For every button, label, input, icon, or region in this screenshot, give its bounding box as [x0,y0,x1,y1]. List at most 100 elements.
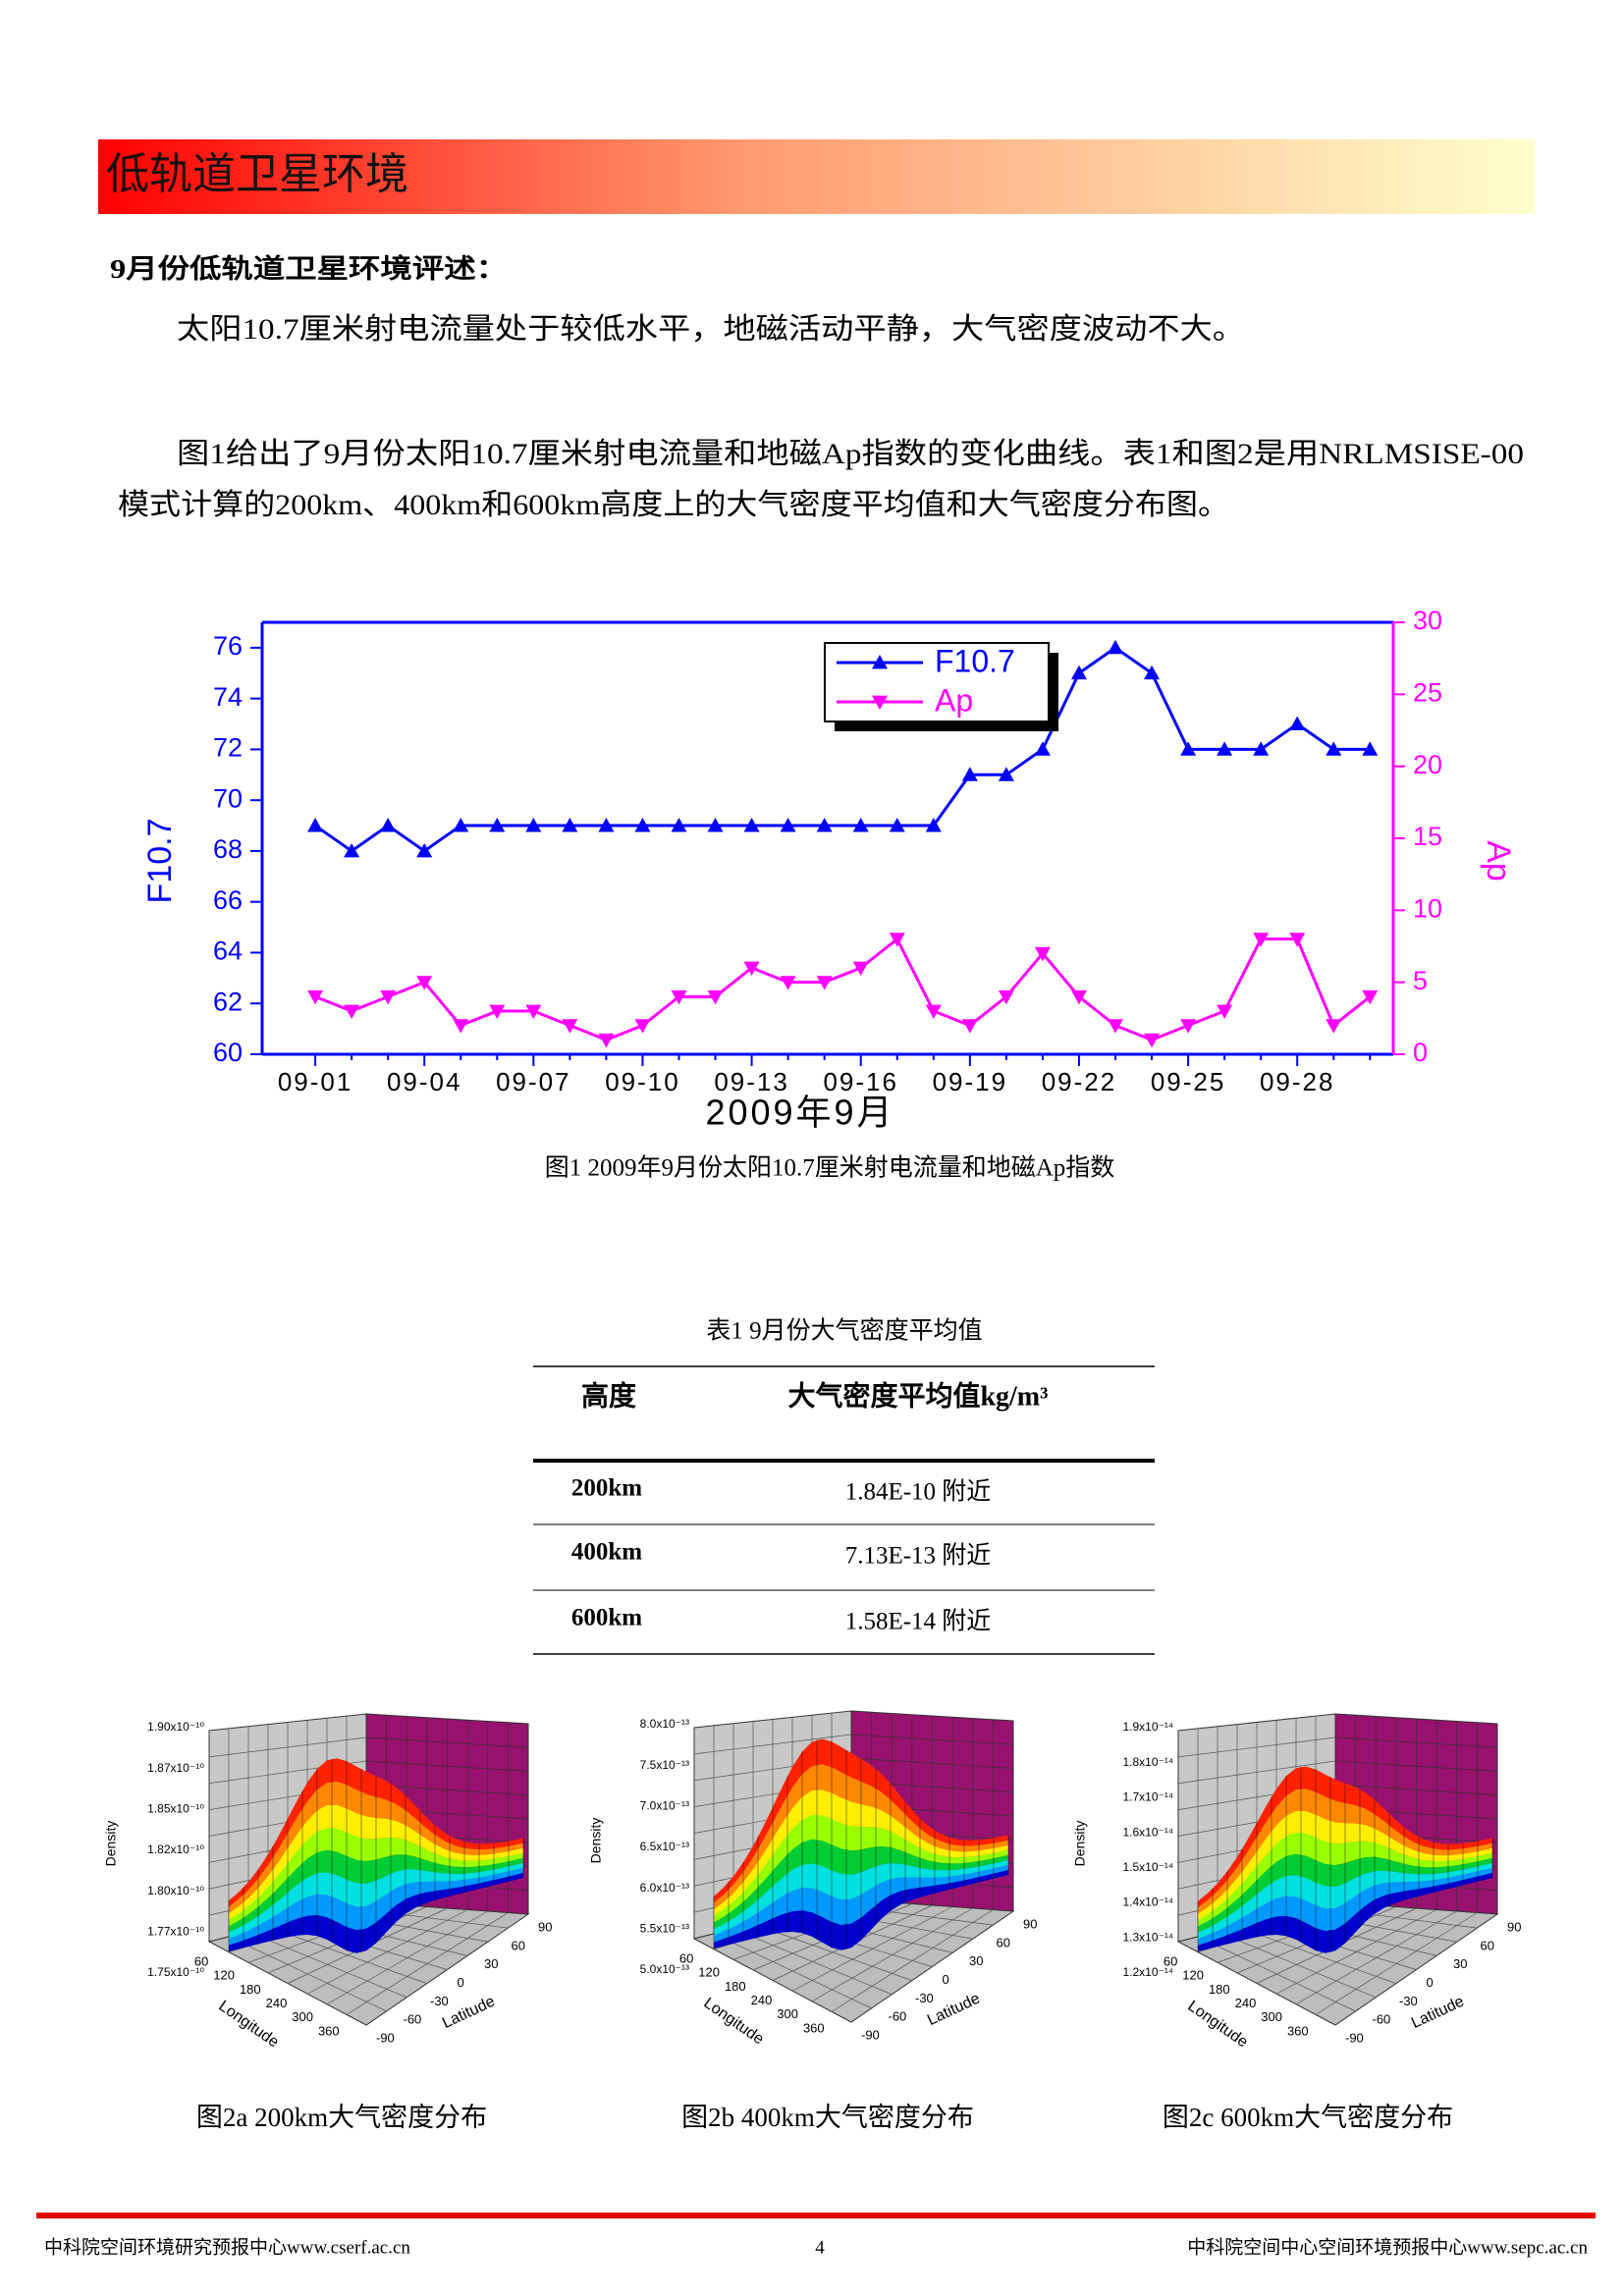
y-tick-label: 62 [213,987,243,1016]
legend-label: Ap [935,682,973,718]
y-tick-label: -30 [915,1991,934,2005]
table-header: 大气密度平均值kg/m³ [787,1379,1048,1412]
y-tick-label: 30 [1453,1956,1467,1971]
data-point [1144,1033,1161,1048]
z-axis-title: Density [588,1818,604,1864]
data-point [1217,1004,1233,1019]
y-tick-label: -90 [861,2027,880,2042]
header-title: 低轨道卫星环境 [106,150,408,198]
x-tick-label: 09-22 [1042,1067,1117,1096]
z-tick-label: 6.5x10⁻¹³ [640,1840,689,1853]
data-point [998,989,1014,1005]
x-tick-label: 300 [292,2009,313,2024]
data-point [634,1019,651,1034]
data-point [1180,1019,1197,1034]
z-tick-label: 1.90x10⁻¹⁰ [147,1720,204,1734]
data-point [925,818,942,832]
y-tick-label: -90 [376,2030,395,2045]
data-point [1362,741,1379,756]
y2-tick-label: 20 [1413,750,1442,779]
data-point [816,976,833,990]
data-point [525,818,542,832]
z-tick-label: 1.87x10⁻¹⁰ [147,1761,204,1775]
chart: 60 62 64 66 68 70 72 74 76 0 5 10 15 20 25 30 09-01 09-04… [141,606,1517,1132]
y-tick-label: 72 [213,733,243,763]
z-tick-label: 6.0x10⁻¹³ [640,1881,689,1895]
data-point [961,1019,978,1034]
y-tick-label: 90 [538,1919,552,1934]
y-axis-title: F10.7 [141,819,179,904]
data-point [780,818,796,832]
data-point [598,1033,615,1048]
table-cell: 7.13E-13 附近 [845,1542,992,1570]
x-tick-label: 360 [1287,2023,1309,2038]
y-tick-label: 70 [213,783,243,813]
table-cell: 200km [571,1475,642,1502]
legend-marker [872,655,888,669]
legend-box [824,642,1050,722]
x-tick-label: 120 [213,1968,235,1983]
data-point [489,1004,506,1019]
floor-grid [811,1907,973,2002]
y-axis-title: Latitude [1409,1993,1467,2032]
data-point [743,818,760,832]
data-point [889,933,905,947]
z-tick-label: 1.77x10⁻¹⁰ [147,1925,204,1939]
density-plot: 1.90x10⁻¹⁰ 1.87x10⁻¹⁰ 1.85x10⁻¹⁰ 1.82x10⁻¹⁰… [103,1713,552,2051]
y-tick-label: 64 [213,936,243,966]
paragraph-line: 图1给出了9月份太阳10.7厘米射电流量和地磁Ap指数的变化曲线。表1和图2是用… [177,438,1524,470]
table-cell: 1.58E-14 附近 [845,1608,992,1635]
y2-tick-label: 5 [1413,966,1428,995]
y-tick-label: 60 [1481,1938,1494,1952]
data-point [489,818,506,832]
density-plot: 8.0x10⁻¹³ 7.5x10⁻¹³ 7.0x10⁻¹³ 6.5x10⁻¹³ 6.0x… [588,1710,1037,2048]
data-point [1253,741,1270,756]
data-point [1034,741,1051,756]
z-tick-label: 7.5x10⁻¹³ [640,1758,689,1772]
y-tick-label: 0 [458,1975,464,1990]
z-tick-label: 1.9x10⁻¹⁴ [1122,1720,1173,1734]
data-point [961,767,978,781]
table-caption: 表1 9月份大气密度平均值 [706,1317,982,1345]
x-tick-label: 120 [1182,1968,1204,1983]
figure-caption: 图1 2009年9月份太阳10.7厘米射电流量和地磁Ap指数 [545,1154,1115,1182]
x-tick-label: 120 [698,1965,720,1980]
data-point [1108,1019,1124,1034]
z-tick-label: 1.4x10⁻¹⁴ [1122,1896,1173,1909]
data-point [1289,933,1306,947]
x-tick-label: 09-10 [605,1067,680,1096]
data-point [416,842,433,858]
data-point [344,1004,360,1019]
x-tick-label: 300 [1261,2009,1282,2024]
data-point [707,818,724,832]
data-point [307,818,324,832]
data-point [1144,665,1161,680]
y-tick-label: 90 [1507,1919,1521,1934]
data-point [743,961,760,976]
z-axis-title: Density [103,1821,119,1867]
y-tick-label: 30 [969,1953,983,1968]
data-point [344,842,360,858]
z-tick-label: 1.85x10⁻¹⁰ [147,1802,204,1816]
y2-tick-label: 25 [1413,677,1442,707]
x-axis-title: 2009年9月 [705,1093,894,1133]
data-point [1326,1019,1342,1034]
x-tick-label: 09-25 [1151,1067,1226,1096]
section-heading: 9月份低轨道卫星环境评述： [110,253,508,284]
x-tick-label: 09-16 [823,1067,898,1096]
z-tick-label: 7.0x10⁻¹³ [640,1799,689,1813]
x-tick-label: 60 [194,1954,208,1969]
y-tick-label: -60 [889,2009,907,2024]
data-point [1180,741,1197,756]
data-point [1326,741,1342,756]
data-point [707,989,724,1005]
z-tick-label: 1.5x10⁻¹⁴ [1122,1860,1173,1874]
x-tick-label: 09-01 [278,1067,353,1096]
floor-grid [1275,1909,1437,1995]
y-axis-title: Latitude [440,1993,498,2032]
data-point [1289,716,1306,730]
floor-grid [1315,1912,1478,2015]
footer-left: 中科院空间环境研究预报中心www.cserf.ac.cn [44,2236,410,2258]
data-point [453,1019,469,1034]
